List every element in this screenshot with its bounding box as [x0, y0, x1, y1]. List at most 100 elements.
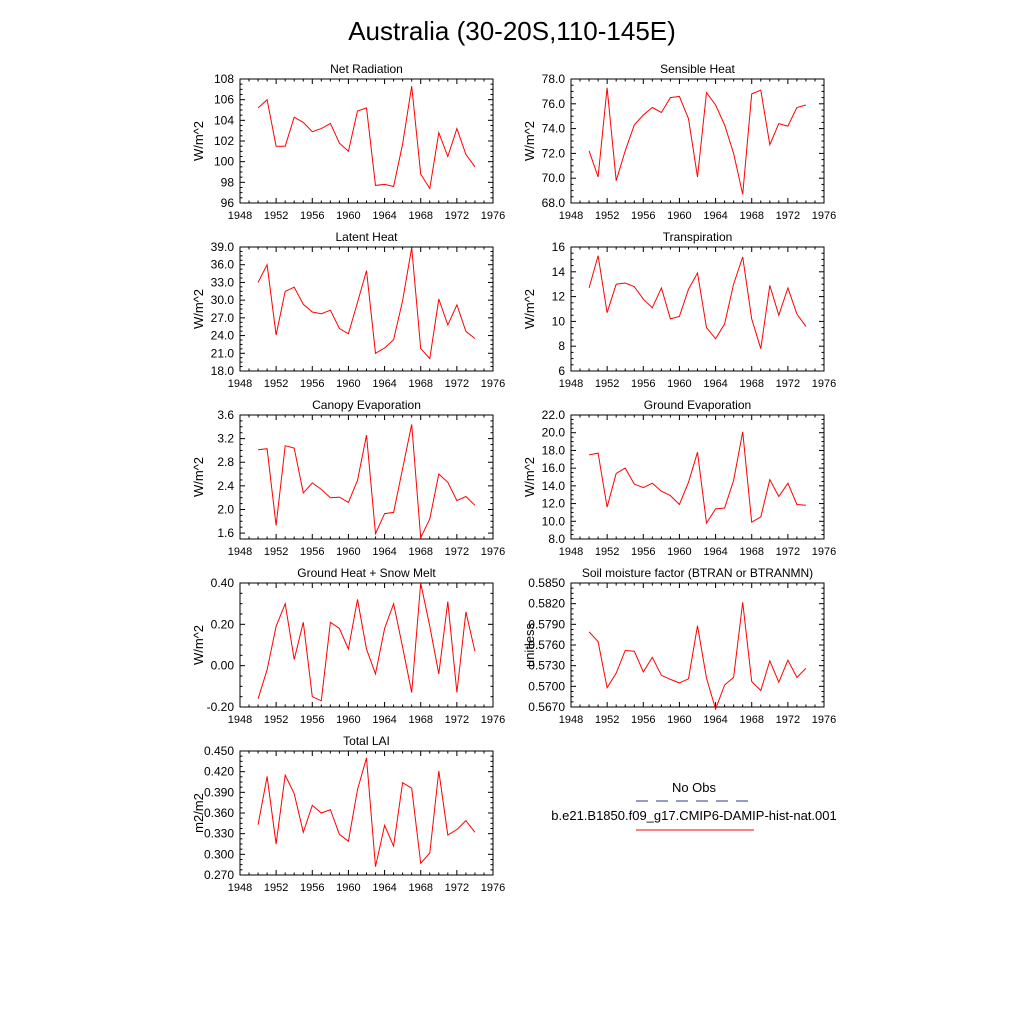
transpiration-ytick-label: 10	[552, 314, 566, 328]
transpiration-ylabel: W/m^2	[522, 289, 537, 329]
latent-heat-title: Latent Heat	[335, 230, 398, 244]
latent-heat-ytick-label: 24.0	[211, 329, 235, 343]
latent-heat-xtick-label: 1948	[228, 378, 252, 390]
soil-moisture-factor-btran-or-btranmn-xtick-label: 1948	[559, 714, 583, 726]
ground-evaporation-panel: Ground Evaporation W/m^2 1948 1952 1956 1960 1…	[522, 398, 836, 558]
ground-heat-snow-melt-xtick-label: 1972	[445, 714, 469, 726]
canopy-evaporation-ytick-label: 2.0	[217, 502, 234, 516]
legend-label-run: b.e21.B1850.f09_g17.CMIP6-DAMIP-hist-nat…	[551, 808, 836, 823]
soil-moisture-factor-btran-or-btranmn-ytick-label: 0.5790	[528, 617, 565, 631]
latent-heat-ytick-label: 36.0	[211, 258, 235, 272]
latent-heat-xtick-label: 1952	[264, 378, 288, 390]
net-radiation-ytick-label: 108	[214, 72, 234, 86]
net-radiation-xtick-label: 1960	[336, 210, 360, 222]
net-radiation-panel: Net Radiation W/m^2 1948 1952 1956 1960 1964 19…	[191, 62, 505, 222]
soil-moisture-factor-btran-or-btranmn-xtick-label: 1976	[812, 714, 836, 726]
canopy-evaporation-xtick-label: 1972	[445, 546, 469, 558]
ground-heat-snow-melt-xtick-label: 1960	[336, 714, 360, 726]
canopy-evaporation-ytick-label: 2.4	[217, 479, 234, 493]
soil-moisture-factor-btran-or-btranmn-ytick-label: 0.5850	[528, 576, 565, 590]
total-lai-series-line	[257, 757, 476, 867]
sensible-heat-xtick-label: 1956	[631, 210, 655, 222]
ground-heat-snow-melt-ytick-label: -0.20	[207, 700, 235, 714]
canopy-evaporation-xtick-label: 1960	[336, 546, 360, 558]
soil-moisture-factor-btran-or-btranmn-xtick-label: 1964	[703, 714, 727, 726]
transpiration-series-line	[588, 255, 807, 349]
net-radiation-ytick-label: 100	[214, 155, 234, 169]
net-radiation-ytick-label: 106	[214, 93, 234, 107]
latent-heat-xtick-label: 1972	[445, 378, 469, 390]
latent-heat-ytick-label: 21.0	[211, 346, 235, 360]
ground-heat-snow-melt-ytick-label: 0.00	[211, 659, 235, 673]
net-radiation-xtick-label: 1956	[300, 210, 324, 222]
soil-moisture-factor-btran-or-btranmn-xtick-label: 1968	[739, 714, 763, 726]
ground-evaporation-ytick-label: 22.0	[542, 408, 566, 422]
soil-moisture-factor-btran-or-btranmn-series-line	[588, 602, 807, 711]
sensible-heat-xtick-label: 1968	[739, 210, 763, 222]
latent-heat-ytick-label: 18.0	[211, 364, 235, 378]
canopy-evaporation-ytick-label: 1.6	[217, 526, 234, 540]
ground-evaporation-xtick-label: 1964	[703, 546, 727, 558]
sensible-heat-ytick-label: 74.0	[542, 122, 566, 136]
transpiration-xtick-label: 1960	[667, 378, 691, 390]
net-radiation-ytick-label: 104	[214, 113, 234, 127]
total-lai-xtick-label: 1948	[228, 882, 252, 894]
total-lai-ytick-label: 0.300	[204, 847, 234, 861]
transpiration-xtick-label: 1964	[703, 378, 727, 390]
net-radiation-plot-frame	[239, 78, 494, 204]
total-lai-ytick-label: 0.420	[204, 765, 234, 779]
transpiration-plot-frame	[570, 246, 825, 372]
canopy-evaporation-xtick-label: 1948	[228, 546, 252, 558]
ground-evaporation-xtick-label: 1972	[776, 546, 800, 558]
transpiration-xtick-label: 1968	[739, 378, 763, 390]
total-lai-xtick-label: 1960	[336, 882, 360, 894]
legend-label-no-obs: No Obs	[672, 780, 717, 795]
ground-evaporation-xtick-label: 1952	[595, 546, 619, 558]
ground-evaporation-ytick-label: 8.0	[548, 532, 565, 546]
canopy-evaporation-xtick-label: 1976	[481, 546, 505, 558]
ground-heat-snow-melt-title: Ground Heat + Snow Melt	[297, 566, 436, 580]
canopy-evaporation-panel: Canopy Evaporation W/m^2 1948 1952 1956 1960 1…	[191, 398, 505, 558]
total-lai-xtick-label: 1976	[481, 882, 505, 894]
ground-heat-snow-melt-xtick-label: 1968	[408, 714, 432, 726]
soil-moisture-factor-btran-or-btranmn-plot-frame	[570, 582, 825, 708]
sensible-heat-ytick-label: 78.0	[542, 72, 566, 86]
transpiration-xtick-label: 1976	[812, 378, 836, 390]
ground-evaporation-ytick-label: 20.0	[542, 426, 566, 440]
latent-heat-ylabel: W/m^2	[191, 289, 206, 329]
ground-evaporation-ytick-label: 12.0	[542, 497, 566, 511]
soil-moisture-factor-btran-or-btranmn-xtick-label: 1956	[631, 714, 655, 726]
ground-heat-snow-melt-xtick-label: 1964	[372, 714, 396, 726]
latent-heat-panel: Latent Heat W/m^2 1948 1952 1956 1960 1964 1968…	[191, 230, 505, 390]
ground-heat-snow-melt-ytick-label: 0.20	[211, 617, 235, 631]
total-lai-xtick-label: 1964	[372, 882, 396, 894]
net-radiation-xtick-label: 1976	[481, 210, 505, 222]
net-radiation-title: Net Radiation	[330, 62, 403, 76]
canopy-evaporation-xtick-label: 1956	[300, 546, 324, 558]
figure-title: Australia (30-20S,110-145E)	[348, 16, 676, 46]
transpiration-title: Transpiration	[663, 230, 733, 244]
transpiration-ytick-label: 6	[558, 364, 565, 378]
canopy-evaporation-ytick-label: 2.8	[217, 455, 234, 469]
latent-heat-xtick-label: 1976	[481, 378, 505, 390]
latent-heat-xtick-label: 1968	[408, 378, 432, 390]
ground-heat-snow-melt-panel: Ground Heat + Snow Melt W/m^2 1948 1952 1956…	[191, 566, 505, 726]
transpiration-ytick-label: 16	[552, 240, 566, 254]
sensible-heat-panel: Sensible Heat W/m^2 1948 1952 1956 1960 1964 19…	[522, 62, 836, 222]
soil-moisture-factor-btran-or-btranmn-xtick-label: 1972	[776, 714, 800, 726]
latent-heat-ytick-label: 39.0	[211, 240, 235, 254]
ground-evaporation-xtick-label: 1976	[812, 546, 836, 558]
canopy-evaporation-ylabel: W/m^2	[191, 457, 206, 497]
net-radiation-xtick-label: 1968	[408, 210, 432, 222]
transpiration-ytick-label: 8	[558, 339, 565, 353]
ground-heat-snow-melt-xtick-label: 1956	[300, 714, 324, 726]
canopy-evaporation-xtick-label: 1964	[372, 546, 396, 558]
transpiration-ytick-label: 14	[552, 265, 566, 279]
ground-heat-snow-melt-xtick-label: 1952	[264, 714, 288, 726]
chart-panels: Net Radiation W/m^2 1948 1952 1956 1960 1964 19…	[191, 62, 836, 894]
net-radiation-series-line	[257, 86, 476, 190]
ground-heat-snow-melt-series-line	[257, 582, 476, 702]
soil-moisture-factor-btran-or-btranmn-ytick-label: 0.5700	[528, 679, 565, 693]
total-lai-xtick-label: 1956	[300, 882, 324, 894]
